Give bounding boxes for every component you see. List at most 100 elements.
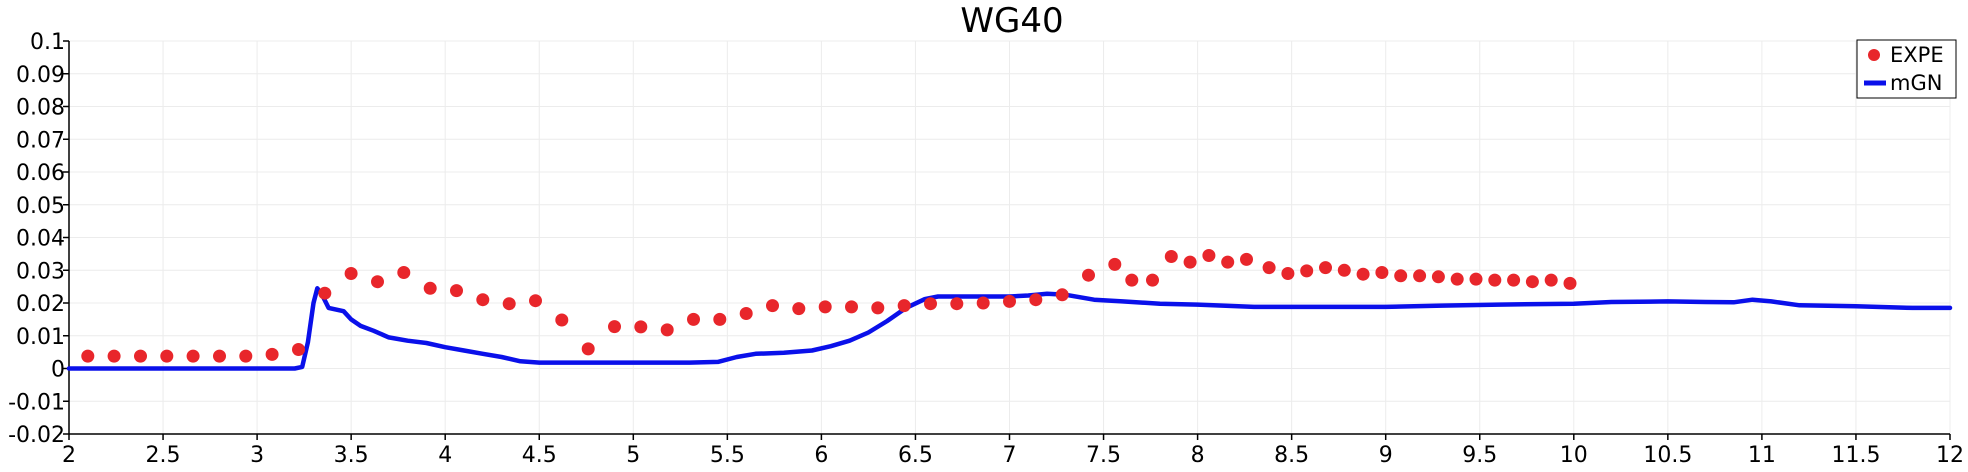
data-point-expe bbox=[1431, 270, 1445, 284]
x-tick-label: 3 bbox=[250, 443, 264, 468]
x-tick-label: 9.5 bbox=[1462, 443, 1497, 468]
data-point-expe bbox=[1319, 261, 1332, 275]
data-point-expe bbox=[476, 293, 490, 307]
data-point-expe bbox=[1450, 272, 1464, 286]
x-tick-label: 8 bbox=[1191, 443, 1205, 468]
data-point-expe bbox=[1281, 267, 1295, 280]
data-point-expe bbox=[1108, 257, 1122, 271]
y-tick-label: 0.07 bbox=[16, 128, 65, 153]
data-point-expe bbox=[581, 342, 595, 356]
x-tick-label: 11.5 bbox=[1831, 443, 1880, 468]
data-point-expe bbox=[1337, 263, 1351, 277]
data-point-expe bbox=[1525, 275, 1539, 289]
x-tick-label: 8.5 bbox=[1274, 443, 1309, 468]
data-point-expe bbox=[423, 281, 437, 295]
y-tick-label: 0.01 bbox=[16, 325, 65, 350]
y-tick-label: -0.02 bbox=[8, 423, 65, 448]
x-tick-label: 2 bbox=[62, 443, 76, 468]
data-point-expe bbox=[134, 349, 147, 363]
data-point-expe bbox=[687, 312, 700, 326]
data-point-expe bbox=[1029, 293, 1043, 307]
data-point-expe bbox=[634, 320, 648, 334]
data-point-expe bbox=[213, 349, 226, 363]
data-point-expe bbox=[81, 349, 95, 363]
x-tick-label: 6 bbox=[814, 443, 828, 468]
data-point-expe bbox=[397, 266, 411, 279]
data-point-expe bbox=[976, 296, 990, 310]
data-point-expe bbox=[608, 320, 621, 334]
x-tick-label: 3.5 bbox=[334, 443, 369, 468]
data-point-expe bbox=[186, 349, 200, 363]
legend-swatch-expe bbox=[1868, 49, 1880, 61]
data-point-expe bbox=[1055, 288, 1069, 302]
data-point-expe bbox=[739, 307, 753, 320]
data-point-expe bbox=[1164, 250, 1178, 263]
data-point-expe bbox=[318, 286, 332, 300]
data-point-expe bbox=[1544, 273, 1558, 287]
x-tick-label: 2.5 bbox=[146, 443, 181, 468]
grid bbox=[68, 40, 1951, 435]
data-point-expe bbox=[502, 297, 516, 311]
y-tick-label: 0.08 bbox=[16, 96, 65, 121]
x-tick-label: 7.5 bbox=[1086, 443, 1121, 468]
x-tick-label: 12 bbox=[1936, 443, 1964, 468]
x-tick-label: 5 bbox=[626, 443, 640, 468]
series-line-mgn bbox=[66, 286, 1953, 371]
legend: EXPE mGN bbox=[1856, 39, 1957, 99]
data-point-expe bbox=[845, 300, 858, 314]
y-tick-label: 0.03 bbox=[16, 259, 65, 284]
y-tick-label: 0.05 bbox=[16, 194, 65, 219]
x-tick-label: 5.5 bbox=[710, 443, 745, 468]
data-point-expe bbox=[1146, 273, 1159, 287]
y-tick-label: 0.06 bbox=[16, 161, 65, 186]
data-point-expe bbox=[344, 267, 358, 280]
data-point-expe bbox=[107, 349, 121, 363]
data-point-expe bbox=[1488, 273, 1502, 287]
x-tick-label: 9 bbox=[1379, 443, 1393, 468]
data-point-expe bbox=[766, 299, 779, 313]
data-point-expe bbox=[1507, 273, 1521, 287]
data-point-expe bbox=[292, 343, 305, 356]
data-point-expe bbox=[660, 323, 674, 337]
data-point-expe bbox=[450, 284, 463, 298]
x-tick-label: 6.5 bbox=[898, 443, 933, 468]
y-tick-label: 0.02 bbox=[16, 292, 65, 317]
data-point-expe bbox=[1221, 255, 1235, 269]
data-point-expe bbox=[1202, 249, 1216, 262]
data-point-expe bbox=[1469, 272, 1483, 286]
data-point-expe bbox=[1003, 294, 1016, 308]
legend-label-expe: EXPE bbox=[1890, 43, 1944, 67]
data-point-expe bbox=[1300, 264, 1314, 278]
data-point-expe bbox=[713, 312, 727, 326]
y-tick-label: 0.04 bbox=[16, 227, 65, 252]
data-point-expe bbox=[1183, 255, 1197, 269]
data-point-expe bbox=[1125, 273, 1139, 287]
x-tick-label: 7 bbox=[1003, 443, 1017, 468]
data-point-expe bbox=[871, 301, 885, 315]
legend-label-mgn: mGN bbox=[1890, 71, 1942, 95]
x-tick-label: 10 bbox=[1560, 443, 1588, 468]
data-point-expe bbox=[924, 297, 937, 311]
data-point-expe bbox=[1563, 276, 1577, 290]
y-tick-label: -0.01 bbox=[8, 390, 65, 415]
y-tick-label: 0.09 bbox=[16, 63, 65, 88]
data-point-expe bbox=[1240, 252, 1253, 266]
data-point-expe bbox=[1375, 266, 1389, 279]
x-tick-label: 10.5 bbox=[1643, 443, 1692, 468]
data-point-expe bbox=[1413, 269, 1427, 283]
data-point-expe bbox=[371, 275, 384, 289]
data-point-expe bbox=[265, 347, 279, 361]
x-tick-label: 4 bbox=[438, 443, 452, 468]
y-tick-label: 0 bbox=[51, 358, 65, 383]
data-point-expe bbox=[1262, 261, 1276, 275]
data-point-expe bbox=[1394, 269, 1408, 283]
data-point-expe bbox=[792, 302, 806, 316]
data-point-expe bbox=[529, 294, 542, 308]
data-point-expe bbox=[160, 349, 174, 363]
x-tick-label: 11 bbox=[1748, 443, 1776, 468]
chart-title: WG40 bbox=[960, 1, 1063, 41]
data-point-expe bbox=[897, 299, 911, 313]
axes: 2 2.5 3 3.5 4 4.5 5 5.5 6 6.5 7 7.5 8 8.5 9 9.5 10 10.5 11… bbox=[8, 30, 1964, 468]
data-point-expe bbox=[239, 349, 253, 363]
